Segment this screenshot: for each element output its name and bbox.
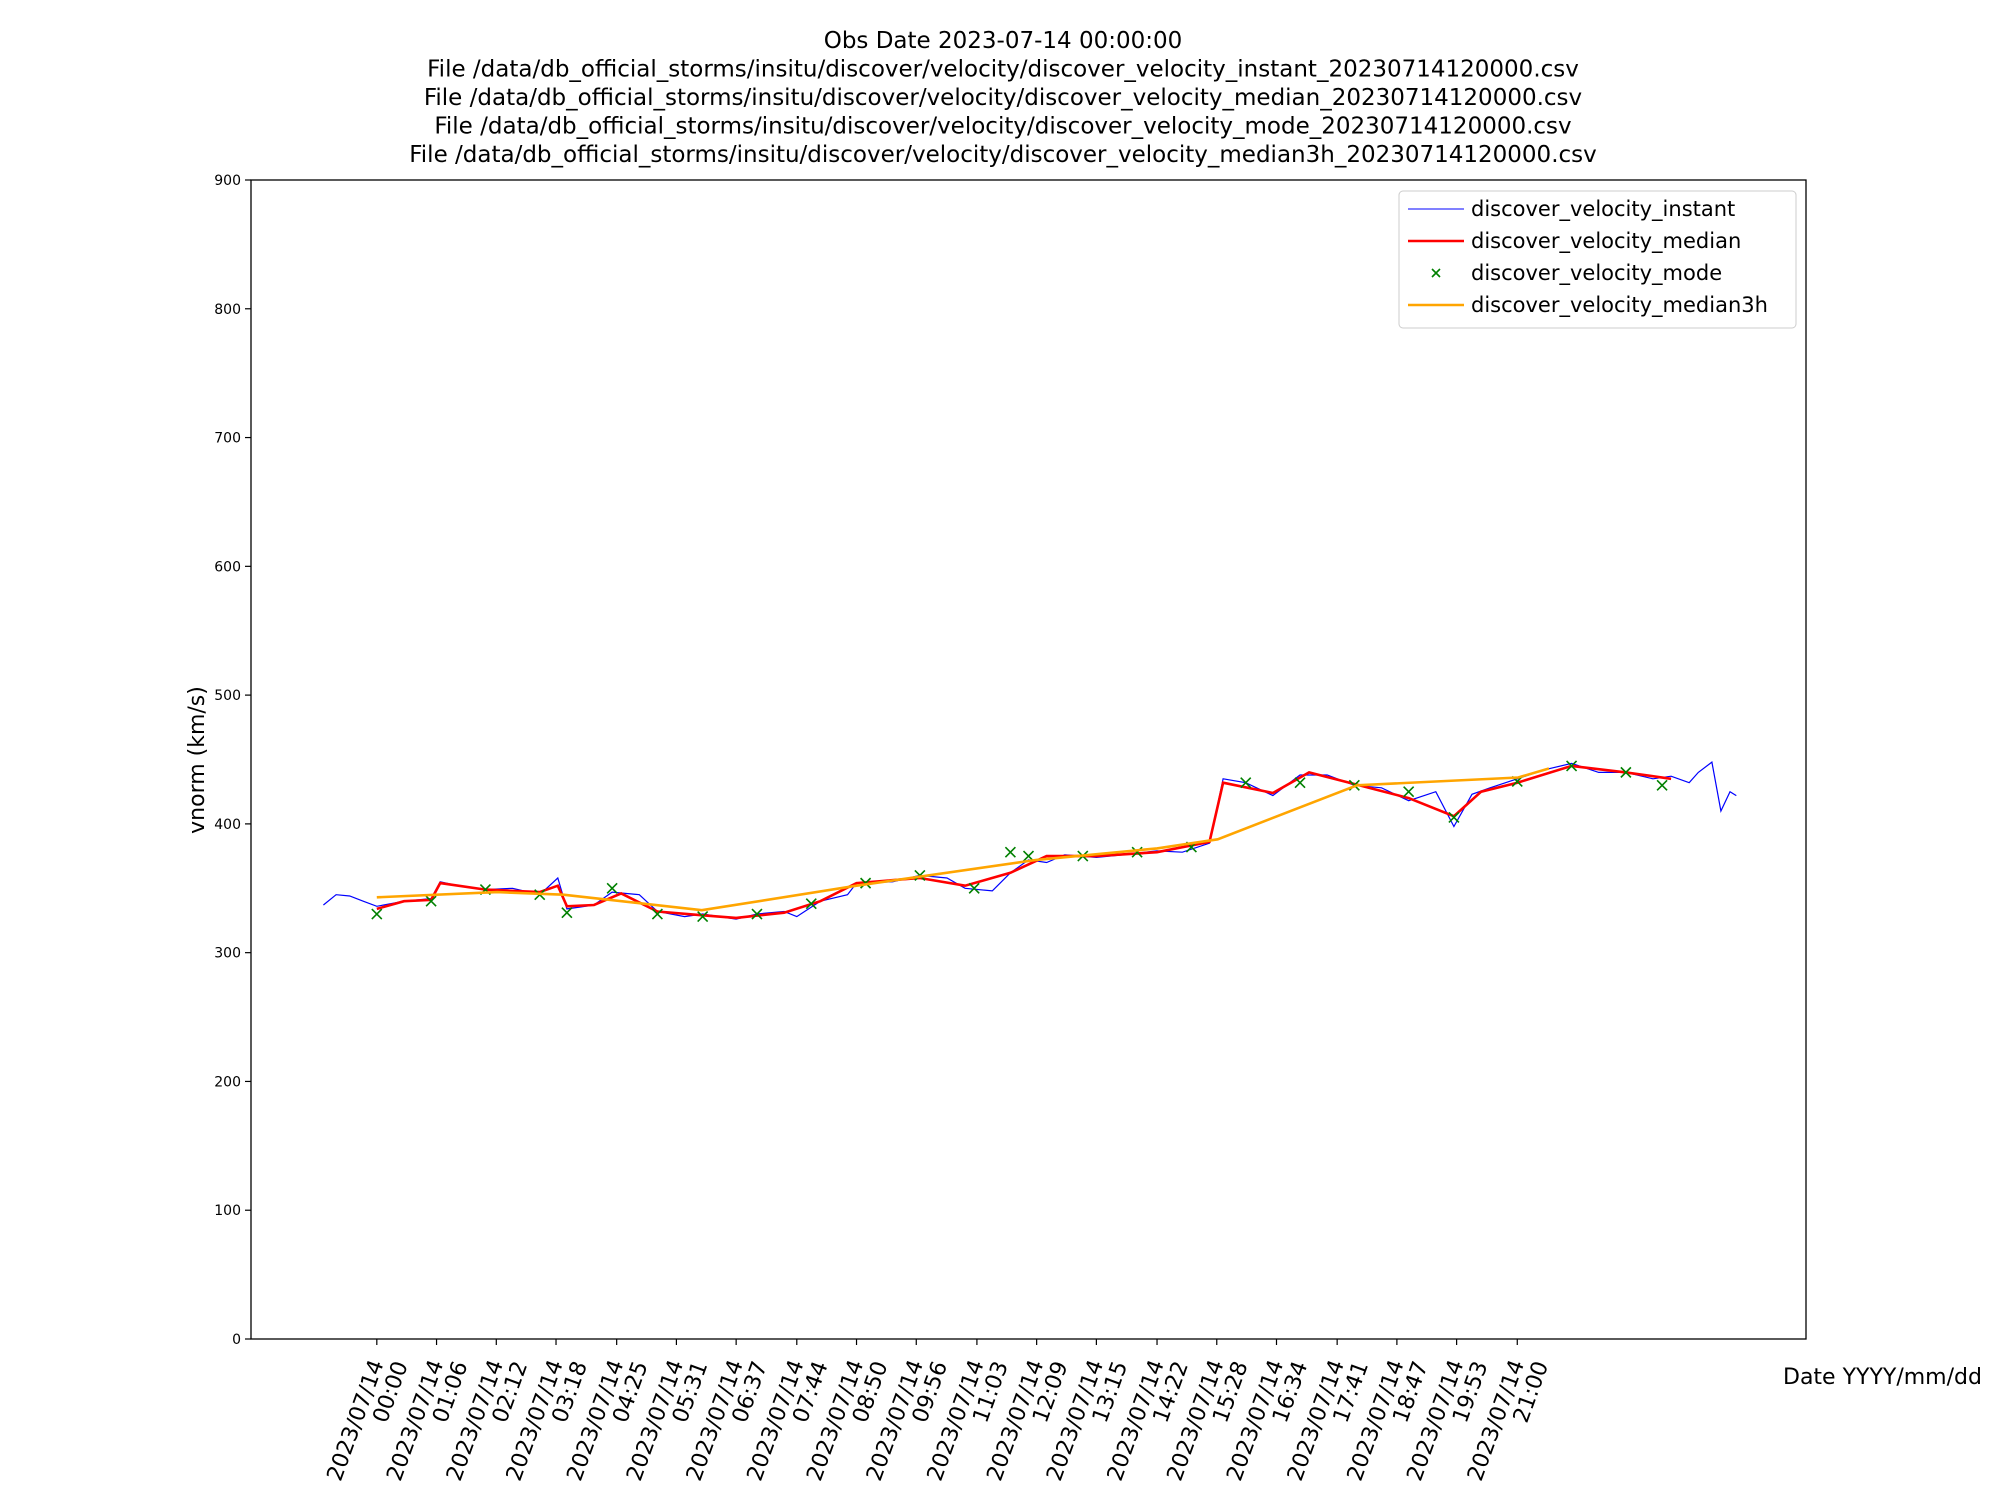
y-tick-label: 600 <box>214 559 241 575</box>
y-tick-label: 0 <box>232 1332 241 1348</box>
mode-marker <box>1620 766 1632 778</box>
legend-label: discover_velocity_median <box>1471 229 1741 254</box>
legend-box <box>1398 190 1797 329</box>
mode-marker <box>371 908 383 920</box>
mode-marker <box>968 882 980 894</box>
legend-label: discover_velocity_mode <box>1471 261 1722 286</box>
legend-swatch <box>1431 268 1441 278</box>
mode-marker <box>1448 811 1460 824</box>
axes-frame <box>250 179 1807 1340</box>
mode-marker <box>697 911 709 923</box>
y-tick-label: 400 <box>214 817 241 833</box>
y-axis-label: vnorm (km/s) <box>185 686 210 834</box>
mode-marker <box>651 908 663 920</box>
y-tick-label: 800 <box>214 302 241 318</box>
x-axis-label: Date YYYY/mm/dd <box>1783 1365 1982 1390</box>
mode-marker <box>606 882 618 894</box>
chart-title: Obs Date 2023-07-14 00:00:00 <box>824 28 1183 54</box>
chart-title: File /data/db_official_storms/insitu/dis… <box>409 142 1597 168</box>
series-line <box>376 764 1672 920</box>
mode-marker <box>1294 777 1306 789</box>
y-tick-label: 100 <box>214 1203 241 1219</box>
mode-marker <box>1566 760 1578 772</box>
chart-title: File /data/db_official_storms/insitu/dis… <box>424 85 1582 111</box>
y-tick-label: 500 <box>214 688 241 704</box>
series-line <box>376 767 1550 912</box>
mode-marker <box>805 898 817 910</box>
mode-marker <box>1403 786 1415 798</box>
mode-marker <box>1656 779 1668 791</box>
y-tick-label: 200 <box>214 1074 241 1090</box>
mode-marker <box>1004 846 1016 858</box>
legend-label: discover_velocity_instant <box>1471 197 1735 222</box>
chart-title: File /data/db_official_storms/insitu/dis… <box>434 114 1571 140</box>
series-line <box>323 761 1737 920</box>
mode-marker <box>561 907 573 919</box>
y-tick-label: 700 <box>214 431 241 447</box>
legend-label: discover_velocity_median3h <box>1471 293 1768 318</box>
mode-marker <box>1240 777 1252 789</box>
mode-marker <box>751 908 763 920</box>
y-tick-label: 300 <box>214 946 241 962</box>
mode-marker <box>425 895 437 907</box>
chart-title: File /data/db_official_storms/insitu/dis… <box>427 57 1579 83</box>
y-tick-label: 900 <box>214 173 241 189</box>
